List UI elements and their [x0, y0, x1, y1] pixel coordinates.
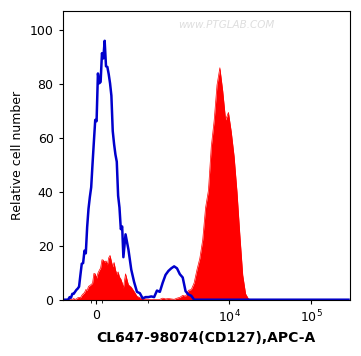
X-axis label: CL647-98074(CD127),APC-A: CL647-98074(CD127),APC-A — [97, 331, 316, 345]
Y-axis label: Relative cell number: Relative cell number — [11, 91, 24, 220]
Text: www.PTGLAB.COM: www.PTGLAB.COM — [178, 20, 274, 30]
